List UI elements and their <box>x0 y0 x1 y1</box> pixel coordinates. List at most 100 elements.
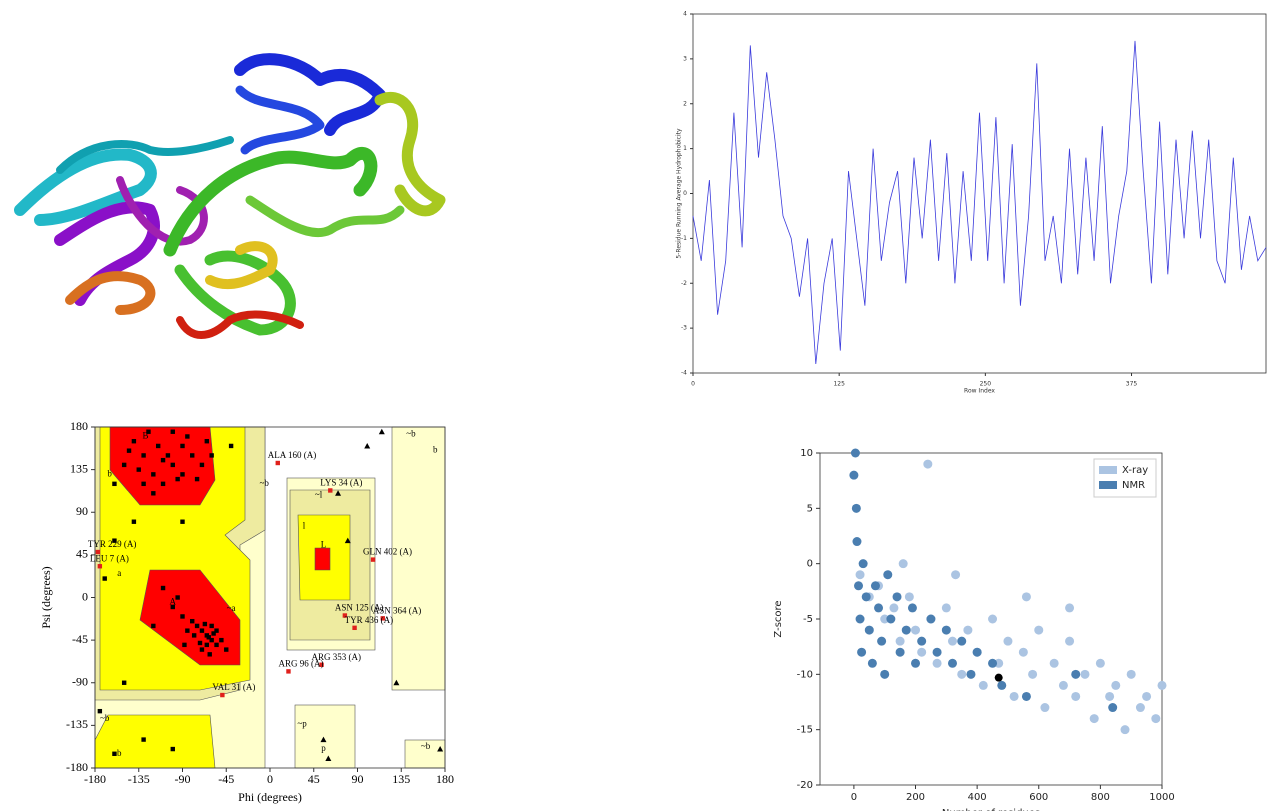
data-point <box>1009 691 1019 701</box>
outlier-point <box>319 662 324 667</box>
glycine-point <box>320 736 327 743</box>
y-tick-label: -4 <box>681 370 687 377</box>
y-tick-label: 4 <box>683 11 687 18</box>
residue-point <box>194 623 200 629</box>
glycine-point <box>393 679 400 686</box>
data-point <box>923 459 933 469</box>
data-point <box>978 680 988 690</box>
residue-point <box>206 635 211 640</box>
x-tick-label: 125 <box>833 381 845 388</box>
data-point <box>941 625 951 635</box>
residue-point <box>151 472 156 477</box>
region-label: ~a <box>227 603 236 613</box>
ribbon-helix <box>65 271 156 315</box>
outlier-point <box>286 669 291 674</box>
outlier-point <box>380 616 385 621</box>
data-point <box>1105 691 1115 701</box>
data-point <box>1135 703 1145 713</box>
x-tick-label: -180 <box>84 772 106 786</box>
legend-box <box>1093 458 1157 498</box>
data-point <box>917 647 927 657</box>
y-axis-label: Psi (degrees) <box>39 566 53 628</box>
data-point <box>994 658 1004 668</box>
outlier-point <box>220 692 225 698</box>
ribbon-helix <box>174 250 296 336</box>
x-axis-label: Number of residues <box>942 808 1040 811</box>
data-point <box>901 625 911 635</box>
data-point <box>947 658 957 668</box>
glycine-point <box>378 428 385 435</box>
residue-point <box>141 737 146 742</box>
data-point <box>883 570 893 580</box>
data-point <box>932 647 942 657</box>
x-tick-label: 0 <box>851 792 857 803</box>
data-point <box>1018 647 1028 657</box>
y-tick-label: 45 <box>76 547 88 561</box>
protein-ribbon <box>14 53 446 339</box>
data-point <box>1126 669 1136 679</box>
residue-point <box>180 519 185 524</box>
outlier-label: ALA 160 (A) <box>268 450 317 460</box>
legend-swatch <box>1099 481 1117 489</box>
data-point <box>1089 714 1099 724</box>
data-point <box>911 625 921 635</box>
outlier-point <box>275 460 280 466</box>
residue-point <box>170 462 175 468</box>
data-point <box>1071 669 1081 679</box>
ribbon-strand <box>245 195 405 238</box>
residue-point <box>199 628 205 633</box>
y-tick-label: 0 <box>807 559 813 570</box>
data-point <box>858 559 868 569</box>
y-tick-label: 90 <box>76 504 88 518</box>
data-point <box>849 470 859 480</box>
data-point <box>972 647 982 657</box>
x-tick-label: 180 <box>436 772 454 786</box>
ribbon-helix <box>163 147 378 257</box>
residue-point <box>126 448 132 453</box>
ribbon-strand <box>235 85 325 155</box>
region-core <box>314 547 331 571</box>
region-allowed <box>94 714 216 769</box>
data-point <box>854 581 864 591</box>
y-tick-label: 135 <box>70 461 88 475</box>
x-tick-label: -90 <box>175 772 191 786</box>
region-label: ~l <box>315 489 323 499</box>
glycine-point <box>344 537 351 544</box>
residue-point <box>199 462 205 468</box>
y-axis-label: 5-Residue Running Average Hydrophobicity <box>676 128 683 259</box>
y-tick-label: 2 <box>683 100 687 107</box>
data-point <box>855 614 865 624</box>
y-tick-label: -135 <box>66 717 88 731</box>
residue-point <box>224 647 229 652</box>
region-label: p <box>321 743 326 753</box>
data-point <box>877 636 887 646</box>
y-tick-label: -45 <box>72 632 88 646</box>
outlier-label: TYR 436 (A) <box>345 615 394 625</box>
highlight-point <box>994 673 1003 682</box>
region-label: b <box>107 468 112 478</box>
residue-point <box>155 443 161 449</box>
residue-point <box>170 429 175 434</box>
data-point <box>1120 725 1130 735</box>
residue-point <box>160 585 166 591</box>
region-label: L <box>321 539 327 549</box>
outlier-point <box>95 549 101 555</box>
y-tick-label: -20 <box>797 780 813 791</box>
residue-point <box>209 623 214 629</box>
legend-swatch <box>1099 466 1117 474</box>
ribbon-strand <box>56 136 234 174</box>
data-point <box>1065 636 1075 646</box>
ramachandran-regions <box>94 426 446 769</box>
residue-point <box>204 642 210 648</box>
y-tick-label: 5 <box>807 503 813 514</box>
x-tick-label: 45 <box>308 772 320 786</box>
x-tick-label: 0 <box>691 381 695 388</box>
residue-point <box>182 642 187 648</box>
data-point <box>874 603 884 613</box>
residue-point <box>214 628 219 633</box>
data-point <box>1034 625 1044 635</box>
y-tick-label: 3 <box>683 55 687 62</box>
chart-panel: 0 125 250 375 -4 -3 -2 -1 0 1 2 3 4 Row Index 5-Residu… <box>676 11 1267 395</box>
data-point <box>889 603 899 613</box>
